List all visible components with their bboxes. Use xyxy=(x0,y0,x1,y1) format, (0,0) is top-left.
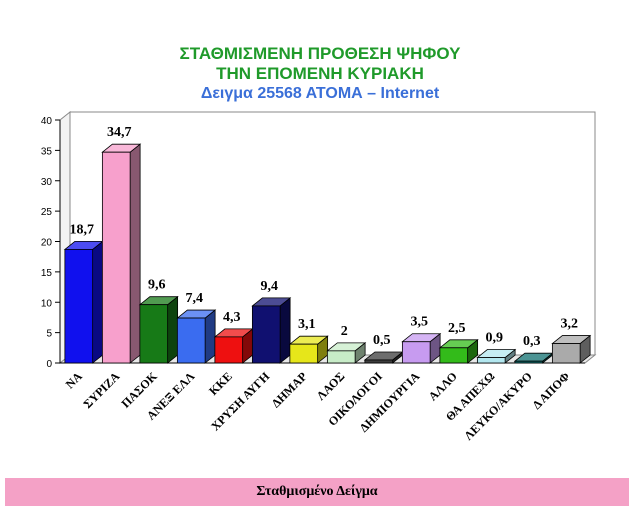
data-label: 2 xyxy=(341,324,348,339)
bar xyxy=(401,341,431,364)
x-tick-label: Δ ΑΠΟΦ xyxy=(530,369,573,412)
data-label: 3,2 xyxy=(561,317,579,332)
y-tick-label: 15 xyxy=(41,268,53,279)
y-tick-label: 25 xyxy=(41,207,53,218)
y-tick-label: 20 xyxy=(41,238,53,249)
bar-side xyxy=(92,240,104,364)
x-tick-label: ΣΥΡΙΖΑ xyxy=(81,369,123,411)
y-tick-label: 35 xyxy=(41,146,53,157)
bar xyxy=(176,317,206,364)
data-label: 34,7 xyxy=(107,125,132,140)
bar-chart: 051015202530354018,7ΝΑ34,7ΣΥΡΙΖΑ9,6ΠΑΣΟΚ… xyxy=(41,110,597,443)
x-tick-label: ΔΗΜΑΡ xyxy=(269,369,310,410)
footer-text: Σταθμισμένο Δείγμα xyxy=(256,484,378,499)
data-label: 7,4 xyxy=(186,291,204,306)
data-label: 0,3 xyxy=(523,334,541,349)
x-tick-label: ΝΑ xyxy=(63,369,85,391)
bar-side xyxy=(204,309,216,364)
data-label: 3,1 xyxy=(298,317,316,332)
data-label: 2,5 xyxy=(448,321,466,336)
data-label: 18,7 xyxy=(70,222,95,237)
bar xyxy=(139,304,169,364)
bar-side xyxy=(167,295,179,364)
chart-title-block: ΣΤΑΘΜΙΣΜΕΝΗ ΠΡΟΘΕΣΗ ΨΗΦΟΥ ΤΗΝ ΕΠΟΜΕΝΗ ΚΥ… xyxy=(0,44,640,104)
bar xyxy=(364,359,394,364)
bar xyxy=(551,343,581,364)
bar xyxy=(439,347,469,364)
bar-side xyxy=(129,143,141,364)
y-tick-label: 0 xyxy=(46,359,52,370)
x-tick-label: ΛΕΥΚΟ/ΑΚΥΡΟ xyxy=(461,369,535,443)
data-label: 3,5 xyxy=(411,315,429,330)
bar xyxy=(289,343,319,364)
data-label: 4,3 xyxy=(223,310,241,325)
chart-title: ΣΤΑΘΜΙΣΜΕΝΗ ΠΡΟΘΕΣΗ ΨΗΦΟΥ xyxy=(179,44,461,63)
x-tick-label: ΑΛΛΟ xyxy=(426,369,460,403)
bar xyxy=(214,336,244,364)
y-tick-label: 40 xyxy=(41,116,53,127)
y-tick-label: 30 xyxy=(41,177,53,188)
bar xyxy=(64,248,94,364)
bar xyxy=(476,357,506,364)
bar xyxy=(326,350,356,364)
y-tick-label: 10 xyxy=(41,298,53,309)
data-label: 9,4 xyxy=(261,279,279,294)
bar xyxy=(514,360,544,364)
chart-subtitle: ΤΗΝ ΕΠΟΜΕΝΗ ΚΥΡΙΑΚΗ xyxy=(216,64,424,83)
data-label: 9,6 xyxy=(148,278,166,293)
y-tick-label: 5 xyxy=(46,329,52,340)
footer-bar: Σταθμισμένο Δείγμα xyxy=(5,478,629,506)
x-tick-label: ΚΚΕ xyxy=(206,369,235,398)
data-label: 0,9 xyxy=(486,331,504,346)
bar-side xyxy=(279,297,291,364)
bar xyxy=(251,305,281,364)
chart-sample-info: Δειγμα 25568 ΑΤΟΜΑ – Internet xyxy=(200,85,440,102)
x-tick-label: ΛΑΟΣ xyxy=(314,369,348,403)
bar xyxy=(101,151,131,364)
data-label: 0,5 xyxy=(373,333,391,348)
